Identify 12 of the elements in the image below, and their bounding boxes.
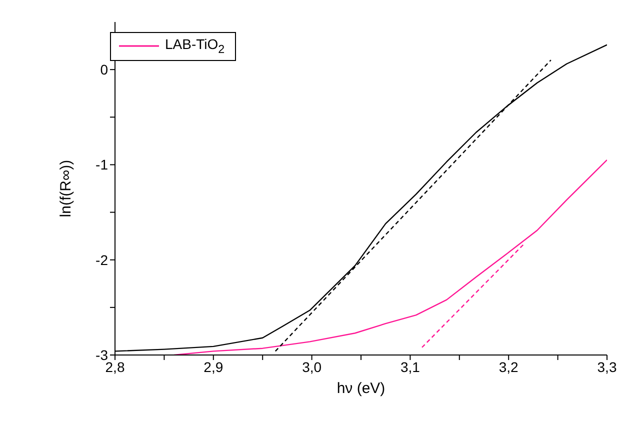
x-axis-title: hν (eV) (336, 380, 386, 397)
x-tick-label: 2,9 (204, 358, 224, 375)
y-tick-label: -2 (96, 252, 108, 268)
x-tick-label: 3,2 (498, 358, 519, 375)
y-axis-title: ln(f(R∞)) (57, 160, 74, 218)
y-tick-label: 0 (100, 62, 108, 78)
y-tick-label: -1 (96, 156, 108, 173)
x-tick-label: 3,1 (400, 358, 420, 375)
x-tick-label: 3,3 (597, 358, 617, 375)
legend-label: LAB-TiO$_{2}$ (165, 36, 225, 56)
line-series (173, 159, 607, 355)
x-tick-label: 3,0 (302, 358, 322, 375)
